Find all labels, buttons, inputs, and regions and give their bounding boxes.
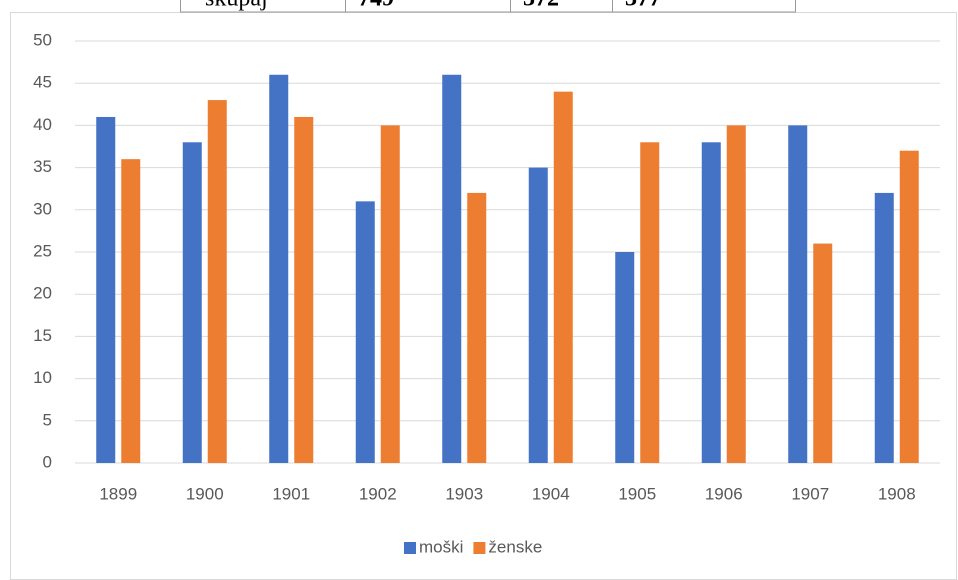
bar <box>701 142 721 463</box>
bar <box>380 125 400 464</box>
bar <box>269 74 289 463</box>
y-tick-label: 20 <box>33 284 52 303</box>
bar <box>96 116 116 464</box>
bar <box>813 243 833 463</box>
y-tick-label: 45 <box>33 73 52 92</box>
y-tick-label: 30 <box>33 199 52 218</box>
bar <box>528 167 548 463</box>
x-tick-label: 1907 <box>791 484 829 503</box>
bar <box>553 91 573 463</box>
bar <box>294 116 314 464</box>
legend-swatch <box>473 542 486 554</box>
bar <box>615 252 635 463</box>
y-tick-label: 5 <box>43 410 52 429</box>
y-tick-label: 15 <box>33 326 52 345</box>
bar <box>788 125 808 464</box>
y-tick-label: 25 <box>33 241 52 260</box>
bar <box>726 125 746 464</box>
table-row <box>180 0 796 13</box>
y-tick-label: 0 <box>43 452 52 471</box>
y-tick-label: 10 <box>33 368 52 387</box>
bar <box>182 142 202 463</box>
x-tick-label: 1904 <box>532 484 570 503</box>
x-tick-label: 1902 <box>359 484 397 503</box>
bar <box>207 100 227 463</box>
legend-label: moški <box>419 537 463 556</box>
y-tick-label: 35 <box>33 157 52 176</box>
bar <box>467 192 487 464</box>
x-tick-label: 1908 <box>878 484 916 503</box>
x-tick-label: 1905 <box>618 484 656 503</box>
table-cell: 372 <box>523 0 559 12</box>
y-tick-label: 40 <box>33 115 52 134</box>
x-tick-label: 1901 <box>272 484 310 503</box>
legend-swatch <box>404 542 416 554</box>
bar <box>874 192 894 464</box>
bar <box>899 150 919 463</box>
x-tick-label: 1899 <box>99 484 137 503</box>
legend-label: ženske <box>488 537 542 556</box>
table-fragment: skupaj 749 372 377 <box>180 0 796 13</box>
bar <box>355 201 375 464</box>
bar <box>442 74 462 463</box>
bar <box>121 159 141 463</box>
table-cell: 377 <box>625 0 661 12</box>
bar <box>640 142 660 463</box>
y-tick-label: 50 <box>33 30 52 49</box>
x-tick-label: 1903 <box>445 484 483 503</box>
table-cell: 749 <box>358 0 394 12</box>
x-tick-label: 1900 <box>186 484 224 503</box>
x-tick-label: 1906 <box>705 484 743 503</box>
table-cell: skupaj <box>205 0 268 12</box>
